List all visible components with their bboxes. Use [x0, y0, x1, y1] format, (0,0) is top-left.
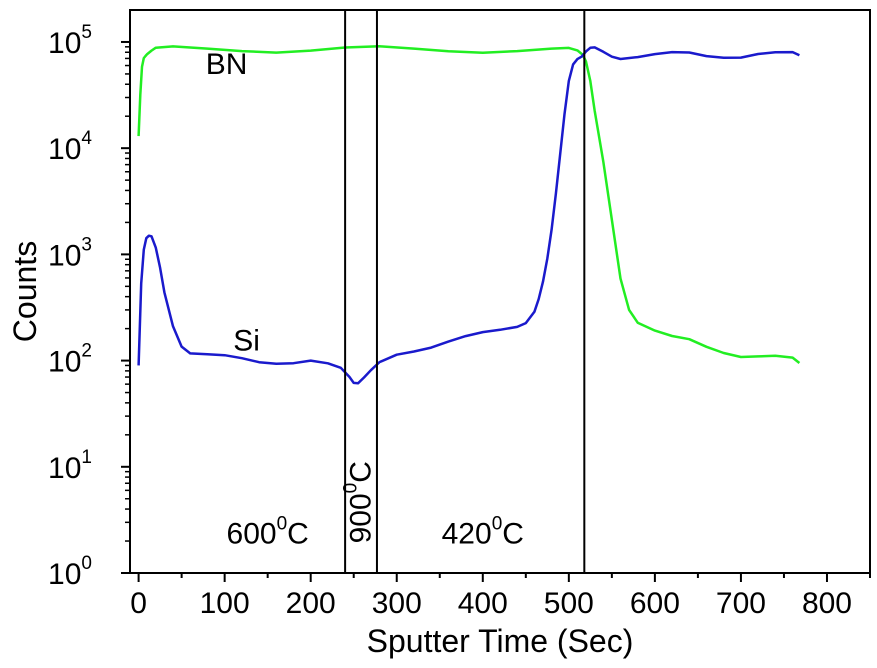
y-tick-label: 100 — [48, 553, 92, 591]
x-tick-label: 400 — [458, 587, 508, 620]
curves-layer — [137, 45, 801, 385]
series-label-bn: BN — [206, 48, 248, 81]
x-tick-label: 100 — [200, 587, 250, 620]
plot-frame — [129, 9, 871, 574]
y-axis: 100 101 102 103 104 105 — [48, 22, 130, 591]
series-label-si: Si — [233, 324, 260, 357]
x-axis-title: Sputter Time (Sec) — [367, 623, 634, 659]
x-tick-label: 800 — [802, 587, 852, 620]
x-tick-label: 0 — [130, 587, 147, 620]
region-label-2: 9000C — [341, 461, 378, 543]
divider-lines-layer — [344, 10, 586, 573]
y-axis-title: Counts — [7, 241, 43, 342]
series-line-si — [137, 46, 800, 385]
y-tick-label: 101 — [48, 447, 92, 485]
series-line-bn — [137, 45, 801, 364]
y-tick-label: 102 — [48, 341, 92, 379]
y-tick-label: 104 — [48, 128, 92, 166]
x-tick-label: 500 — [544, 587, 594, 620]
x-tick-label: 600 — [630, 587, 680, 620]
x-tick-label: 700 — [716, 587, 766, 620]
region-label-1: 6000C — [227, 514, 309, 551]
y-tick-label: 105 — [48, 22, 92, 60]
x-tick-label: 300 — [372, 587, 422, 620]
y-tick-label: 103 — [48, 234, 92, 272]
x-axis: 0 100 200 300 400 500 600 700 800 — [130, 573, 871, 620]
annotations-layer: BN Si 6000C 9000C 4200C — [206, 48, 524, 551]
region-label-3: 4200C — [442, 514, 524, 551]
x-tick-label: 200 — [286, 587, 336, 620]
